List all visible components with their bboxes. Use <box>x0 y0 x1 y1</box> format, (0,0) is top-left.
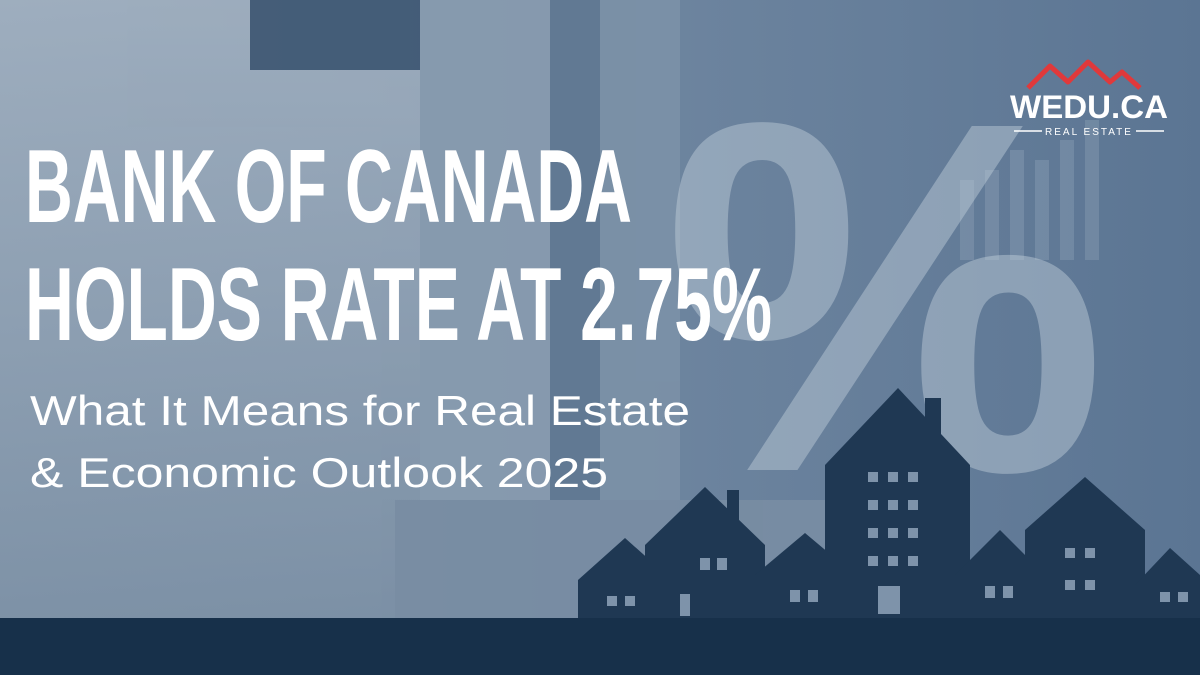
subheadline-line: & Economic Outlook 2025 <box>30 449 608 496</box>
logo: WEDU.CA REAL ESTATE <box>1010 59 1168 138</box>
skyline <box>0 388 1200 675</box>
building <box>0 0 835 620</box>
building-window <box>250 0 420 70</box>
background-graph <box>960 120 1099 260</box>
logo-roof <box>1026 59 1142 90</box>
logo-name: WEDU.CA <box>1010 89 1168 125</box>
headline-line: HOLDS RATE AT 2.75% <box>25 247 772 363</box>
logo-tagline: REAL ESTATE <box>1045 127 1133 138</box>
house-windows <box>607 472 1188 616</box>
subheadline-line: What It Means for Real Estate <box>30 387 690 434</box>
headline-line: BANK OF CANADA <box>25 129 632 245</box>
building-wall <box>0 0 420 620</box>
